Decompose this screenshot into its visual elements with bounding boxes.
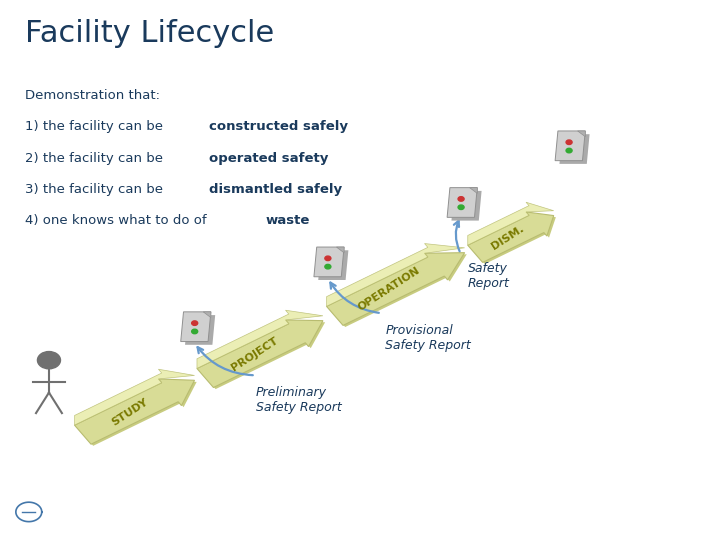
Polygon shape — [451, 191, 482, 220]
Circle shape — [566, 148, 572, 153]
Text: 2) the facility can be: 2) the facility can be — [25, 152, 168, 165]
Circle shape — [325, 265, 331, 269]
Polygon shape — [77, 381, 197, 446]
Text: 3) the facility can be: 3) the facility can be — [25, 183, 168, 196]
Polygon shape — [470, 213, 556, 264]
Circle shape — [458, 205, 464, 210]
Polygon shape — [197, 320, 323, 388]
Text: dismantled safely: dismantled safely — [209, 183, 342, 196]
Text: Preliminary
Safety Report: Preliminary Safety Report — [256, 386, 341, 414]
Text: OPERATION: OPERATION — [356, 266, 422, 313]
Text: 4) one knows what to do of: 4) one knows what to do of — [25, 214, 211, 227]
Polygon shape — [181, 312, 211, 342]
Polygon shape — [468, 202, 554, 245]
Polygon shape — [318, 251, 348, 280]
Text: waste: waste — [265, 214, 310, 227]
Polygon shape — [75, 369, 194, 425]
Text: Demonstration that:: Demonstration that: — [25, 89, 160, 102]
Text: constructed safely: constructed safely — [209, 120, 348, 133]
Polygon shape — [468, 212, 554, 262]
Text: Facility Lifecycle: Facility Lifecycle — [25, 19, 274, 48]
Polygon shape — [203, 312, 211, 318]
Polygon shape — [314, 247, 344, 276]
Text: Provisional
Safety Report: Provisional Safety Report — [385, 324, 471, 352]
Text: Safety
Report: Safety Report — [468, 262, 510, 290]
Polygon shape — [327, 244, 464, 306]
Circle shape — [37, 352, 60, 369]
Polygon shape — [199, 322, 325, 389]
Polygon shape — [555, 131, 585, 160]
Polygon shape — [559, 134, 590, 164]
Polygon shape — [197, 310, 323, 368]
Text: DISM.: DISM. — [490, 224, 526, 252]
Polygon shape — [185, 315, 215, 345]
Polygon shape — [469, 188, 477, 193]
Polygon shape — [577, 131, 585, 137]
Polygon shape — [336, 247, 344, 253]
Circle shape — [458, 197, 464, 201]
Polygon shape — [75, 379, 194, 444]
Text: operated safety: operated safety — [209, 152, 328, 165]
Circle shape — [566, 140, 572, 145]
Text: PROJECT: PROJECT — [230, 335, 280, 373]
Text: STUDY: STUDY — [109, 396, 150, 427]
Polygon shape — [327, 253, 464, 326]
Polygon shape — [329, 254, 467, 327]
Polygon shape — [447, 188, 477, 217]
Circle shape — [325, 256, 331, 261]
Text: 1) the facility can be: 1) the facility can be — [25, 120, 168, 133]
Circle shape — [192, 321, 198, 326]
Circle shape — [192, 329, 198, 334]
